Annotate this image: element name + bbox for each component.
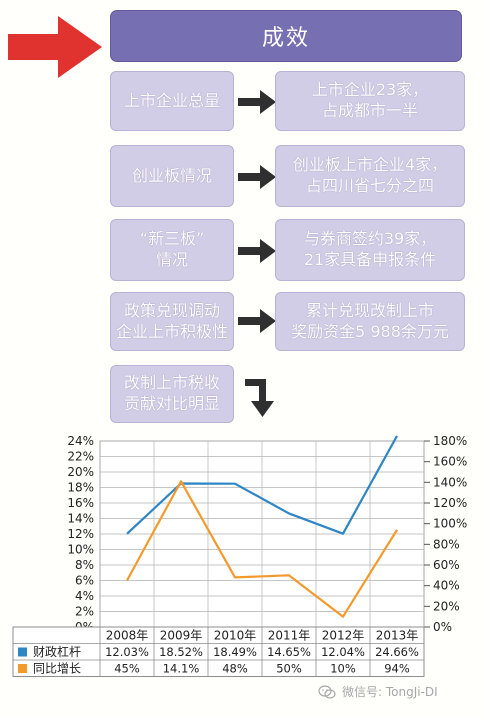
flow-left-box-5: 改制上市税收 贡献对比明显 — [110, 365, 234, 423]
right-arrow-icon — [238, 165, 276, 189]
data-label: 10% — [330, 662, 356, 676]
wechat-watermark: 微信号: TongJi-DI — [318, 683, 438, 700]
data-label: 18.52% — [159, 645, 203, 659]
red-arrow-icon — [8, 16, 102, 78]
data-label: 12.03% — [105, 645, 149, 659]
data-label: 14.65% — [267, 645, 311, 659]
legend-label: 财政杠杆 — [33, 644, 81, 659]
left-tick-label: 2% — [75, 605, 94, 619]
right-axis: 0% 20% 40% 60% 80% 100% 120% 140% 160% 180% — [424, 434, 467, 634]
legend-swatch — [18, 664, 27, 673]
right-tick-label: 120% — [433, 496, 467, 510]
flow-right-box-2: 创业板上市企业4家， 占四川省七分之四 — [275, 145, 465, 207]
right-arrow-icon — [238, 90, 276, 114]
left-tick-label: 14% — [67, 512, 94, 526]
left-tick-label: 24% — [67, 434, 94, 448]
category-label: 2012年 — [322, 629, 365, 643]
chart-grid — [99, 440, 425, 628]
left-tick-label: 20% — [67, 465, 94, 479]
right-tick-label: 140% — [433, 475, 467, 489]
right-arrow-icon — [238, 309, 276, 333]
category-label: 2013年 — [376, 629, 419, 643]
right-tick-label: 180% — [433, 434, 467, 448]
table-frame — [12, 626, 425, 677]
category-label: 2011年 — [268, 629, 311, 643]
right-tick-label: 60% — [433, 558, 460, 572]
left-tick-label: 4% — [75, 589, 94, 603]
series-line-0 — [126, 435, 398, 535]
right-tick-label: 100% — [433, 517, 467, 531]
data-label: 18.49% — [213, 645, 257, 659]
left-tick-label: 22% — [67, 450, 94, 464]
right-tick-label: 80% — [433, 537, 460, 551]
flow-right-box-1: 上市企业23家， 占成都市一半 — [275, 71, 465, 131]
wechat-icon — [318, 684, 336, 699]
data-label: 12.04% — [321, 645, 365, 659]
right-tick-label: 20% — [433, 599, 460, 613]
right-tick-label: 160% — [433, 455, 467, 469]
left-tick-label: 12% — [67, 527, 94, 541]
right-tick-label: 40% — [433, 579, 460, 593]
left-tick-label: 18% — [67, 481, 94, 495]
category-label: 2008年 — [106, 629, 149, 643]
left-tick-label: 16% — [67, 496, 94, 510]
series-lines — [126, 435, 398, 618]
right-arrow-icon — [238, 239, 276, 263]
data-label: 14.1% — [163, 662, 200, 676]
data-label: 24.66% — [375, 645, 419, 659]
data-label: 94% — [384, 662, 410, 676]
category-label: 2010年 — [214, 629, 257, 643]
flow-left-box-3: “新三板” 情况 — [110, 219, 234, 281]
left-tick-label: 8% — [75, 558, 94, 572]
flow-left-box-1: 上市企业总量 — [110, 71, 234, 131]
legend-swatch — [18, 647, 27, 657]
data-label: 45% — [114, 662, 140, 676]
left-tick-label: 6% — [75, 574, 94, 588]
left-tick-label: 10% — [67, 543, 94, 557]
data-label: 48% — [222, 662, 248, 676]
right-tick-label: 0% — [433, 620, 452, 634]
series-line-1 — [126, 480, 398, 618]
watermark-text: 微信号: TongJi-DI — [342, 685, 438, 699]
achievement-title: 成效 — [110, 10, 462, 62]
legend-label: 同比增长 — [33, 662, 81, 676]
category-label: 2009年 — [160, 629, 203, 643]
bent-down-arrow-icon — [245, 379, 274, 417]
left-axis: 0%2%4%6%8%10%12%14%16%18%20%22%24% — [67, 434, 94, 634]
data-label: 50% — [276, 662, 302, 676]
flow-left-box-4: 政策兑现调动 企业上市积极性 — [110, 292, 234, 351]
flow-right-box-3: 与券商签约39家， 21家具备申报条件 — [275, 219, 465, 281]
flow-left-box-2: 创业板情况 — [110, 145, 234, 207]
flow-right-box-4: 累计兑现改制上市 奖励资金5 988余万元 — [275, 292, 465, 351]
